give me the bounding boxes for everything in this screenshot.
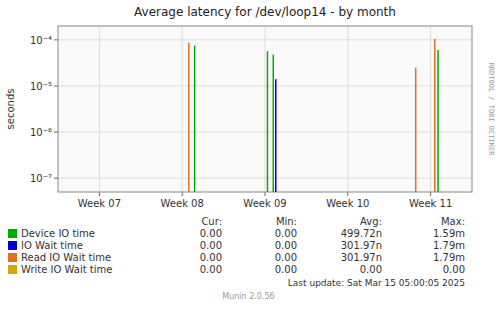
- legend-swatch: [8, 241, 17, 250]
- legend-stat: 1.79m: [433, 252, 465, 263]
- spike: [267, 51, 269, 192]
- legend-stat: 1.79m: [433, 240, 465, 251]
- legend-stat: 0.00: [200, 240, 222, 251]
- x-tick-label: Week 09: [243, 198, 286, 209]
- legend-stat: 0.00: [200, 252, 222, 263]
- legend-swatch: [8, 253, 17, 262]
- legend-header: Cur:: [201, 216, 222, 227]
- tick-mark: [265, 192, 266, 196]
- y-tick-label: 10⁻⁴: [30, 35, 52, 46]
- grid-line: [99, 26, 100, 192]
- legend-stat: 301.97n: [341, 252, 382, 263]
- footer: Last update: Sat Mar 15 05:00:05 2025: [288, 278, 465, 288]
- tick-mark: [182, 192, 183, 196]
- x-tick-label: Week 11: [409, 198, 452, 209]
- grid: [58, 26, 472, 192]
- legend-stat: 0.00: [275, 240, 297, 251]
- grid-line: [430, 26, 431, 192]
- legend-swatch: [8, 265, 17, 274]
- tick-mark: [54, 39, 58, 40]
- legend-stat: 0.00: [275, 264, 297, 275]
- legend-stat: 0.00: [275, 228, 297, 239]
- tick-mark: [54, 178, 58, 179]
- tick-mark: [430, 192, 431, 196]
- grid-line: [182, 26, 183, 192]
- y-tick-label: 10⁻⁶: [30, 127, 52, 138]
- title: Average latency for /dev/loop14 - by mon…: [134, 5, 396, 19]
- grid-line: [265, 26, 266, 192]
- legend-stat: 0.00: [360, 264, 382, 275]
- tick-mark: [54, 85, 58, 86]
- spike: [194, 46, 196, 192]
- chart: Average latency for /dev/loop14 - by mon…: [0, 0, 497, 311]
- plot-frame: [58, 26, 472, 192]
- legend-header: Avg:: [360, 216, 382, 227]
- legend-label: Write IO Wait time: [21, 264, 112, 275]
- y-tick-label: 10⁻⁷: [30, 173, 52, 184]
- spike: [434, 39, 436, 192]
- legend-label: Read IO Wait time: [21, 252, 111, 263]
- legend-swatch: [8, 229, 17, 238]
- plot-area: [58, 26, 472, 192]
- grid-line: [347, 26, 348, 192]
- legend-stat: 301.97n: [341, 240, 382, 251]
- spike: [415, 68, 417, 192]
- legend-label: IO Wait time: [21, 240, 83, 251]
- y-axis-label: seconds: [5, 89, 16, 130]
- legend-header: Max:: [441, 216, 465, 227]
- legend-stat: 499.72n: [341, 228, 382, 239]
- x-tick-label: Week 08: [161, 198, 204, 209]
- spike: [273, 55, 275, 192]
- y-tick-label: 10⁻⁵: [30, 81, 52, 92]
- tick-mark: [99, 192, 100, 196]
- spike: [188, 42, 190, 192]
- legend-stat: 1.59m: [433, 228, 465, 239]
- legend-header: Min:: [276, 216, 297, 227]
- legend-stat: 0.00: [200, 228, 222, 239]
- x-tick-label: Week 10: [326, 198, 369, 209]
- spike: [437, 50, 439, 192]
- version-label: Munin 2.0.56: [222, 292, 274, 301]
- marks: [189, 39, 438, 192]
- legend-stat: 0.00: [443, 264, 465, 275]
- legend-stat: 0.00: [200, 264, 222, 275]
- tick-mark: [347, 192, 348, 196]
- spike: [275, 79, 277, 192]
- side-label: RRDTOOL / TOBI OETIKER: [487, 63, 495, 157]
- legend-label: Device IO time: [21, 228, 95, 239]
- legend-stat: 0.00: [275, 252, 297, 263]
- tick-mark: [54, 132, 58, 133]
- x-tick-label: Week 07: [78, 198, 121, 209]
